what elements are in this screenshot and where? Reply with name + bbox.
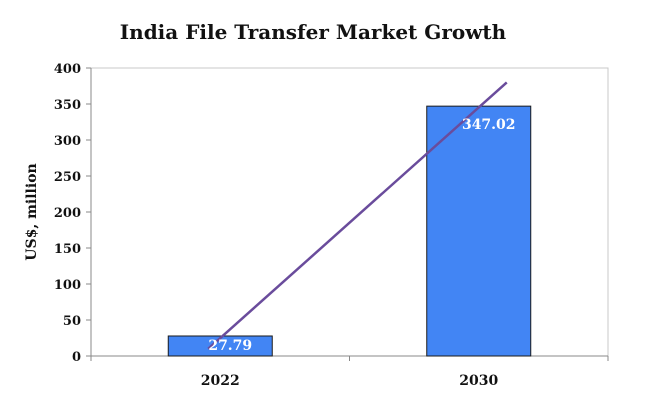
chart-title: India File Transfer Market Growth: [119, 20, 507, 44]
trend-line-group: [207, 81, 508, 350]
y-tick-label: 100: [54, 278, 81, 293]
y-tick-label: 300: [54, 134, 81, 149]
y-tick-label: 50: [63, 314, 81, 329]
y-tick-label: 0: [72, 350, 81, 365]
bar-2022: [167, 335, 273, 357]
bars: [167, 105, 532, 357]
trend-line: [207, 81, 508, 350]
y-tick-label: 150: [54, 242, 81, 257]
y-tick-label: 200: [54, 206, 81, 221]
y-tick-label: 350: [54, 98, 81, 113]
y-tick-label: 400: [54, 62, 81, 77]
y-axis-title: US$, million: [24, 163, 40, 260]
x-tick-label: 2030: [459, 373, 498, 389]
data-label-2030: 347.02: [462, 117, 516, 133]
data-label-2022: 27.79: [208, 338, 252, 354]
data-labels: 27.79 347.02: [208, 117, 515, 354]
x-tick-label: 2022: [201, 373, 240, 389]
y-tick-label: 250: [54, 170, 81, 185]
y-axis: 0 50 100 150 200 250 300 350 400: [54, 62, 92, 365]
bar-2030: [426, 105, 532, 357]
x-axis: 2022 2030: [90, 355, 609, 389]
